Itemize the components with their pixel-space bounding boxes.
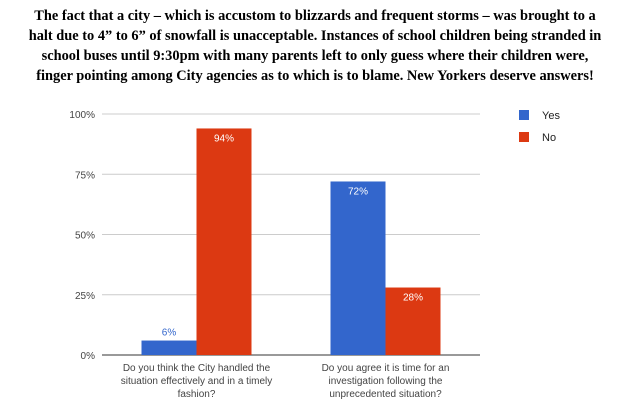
y-tick-label: 75% xyxy=(75,170,95,181)
x-tick-label: Do you agree it is time for an xyxy=(322,363,450,374)
title-line-3: school buses until 9:30pm with many pare… xyxy=(41,48,589,64)
bar-yes xyxy=(330,181,386,355)
legend-swatch-yes xyxy=(519,110,529,120)
bar-no xyxy=(385,287,441,355)
y-tick-label: 100% xyxy=(69,110,95,121)
title-line-2: halt due to 4” to 6” of snowfall is unac… xyxy=(28,28,602,44)
legend-label-no: No xyxy=(542,132,556,144)
x-tick-label: investigation following the xyxy=(329,376,443,387)
x-tick-label: situation effectively and in a timely xyxy=(121,376,273,387)
legend-swatch-no xyxy=(519,132,529,142)
bar-yes xyxy=(141,340,197,355)
x-tick-label: Do you think the City handled the xyxy=(123,363,271,374)
title-line-1: The fact that a city – which is accustom… xyxy=(34,8,596,24)
data-label: 72% xyxy=(348,186,368,197)
data-label: 6% xyxy=(162,328,177,339)
data-label: 94% xyxy=(214,133,234,144)
bar-no xyxy=(196,128,252,355)
y-tick-label: 50% xyxy=(75,231,95,242)
y-tick-label: 0% xyxy=(81,351,96,362)
x-tick-label: unprecedented situation? xyxy=(329,389,442,400)
chart-title: The fact that a city – which is accustom… xyxy=(0,6,630,86)
x-tick-label: fashion? xyxy=(178,389,216,400)
y-tick-label: 25% xyxy=(75,291,95,302)
title-line-4: finger pointing among City agencies as t… xyxy=(36,68,594,84)
data-label: 28% xyxy=(403,293,423,304)
legend-label-yes: Yes xyxy=(542,110,560,122)
